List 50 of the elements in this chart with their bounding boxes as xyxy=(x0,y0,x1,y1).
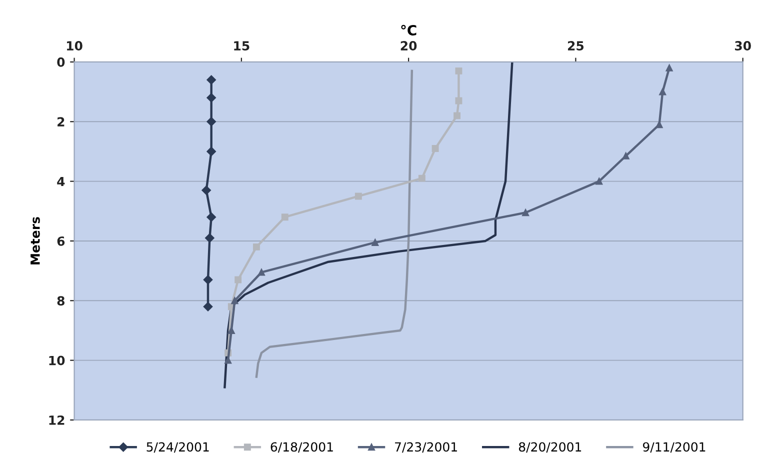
point xyxy=(206,93,216,102)
point xyxy=(596,178,603,185)
point xyxy=(206,117,216,126)
x-tick-label: 20 xyxy=(400,41,417,51)
point xyxy=(206,212,216,222)
y-tick-label: 8 xyxy=(57,296,64,306)
point xyxy=(203,275,213,284)
point xyxy=(659,88,666,96)
point xyxy=(203,302,213,312)
point xyxy=(252,243,260,250)
line-series xyxy=(255,70,414,378)
y-tick-label: 10 xyxy=(49,356,65,366)
legend-label: 8/20/2001 xyxy=(518,442,582,453)
point xyxy=(206,75,216,84)
x-axis-title: °C xyxy=(401,24,416,36)
y-tick-label: 6 xyxy=(57,236,65,246)
point xyxy=(454,112,461,120)
y-tick-label: 4 xyxy=(57,176,65,186)
y-axis-title: Meters xyxy=(30,217,40,264)
point xyxy=(455,67,462,74)
x-tick-label: 10 xyxy=(66,41,82,51)
legend-label: 9/11/2001 xyxy=(642,442,706,453)
point xyxy=(455,97,462,104)
point xyxy=(228,327,235,334)
y-tick-label: 12 xyxy=(49,415,64,425)
y-tick-label: 2 xyxy=(58,117,64,126)
point xyxy=(666,64,673,72)
point xyxy=(281,214,288,221)
legend-label: 7/23/2001 xyxy=(395,442,457,453)
point xyxy=(522,209,530,216)
point xyxy=(432,145,439,152)
x-tick-label: 25 xyxy=(568,41,584,51)
x-tick-label: 30 xyxy=(734,41,751,51)
point xyxy=(206,146,216,156)
point xyxy=(202,186,211,195)
point xyxy=(622,152,630,160)
line-series xyxy=(224,62,514,388)
point xyxy=(234,276,242,284)
point xyxy=(258,268,265,276)
point xyxy=(205,233,214,243)
point xyxy=(418,174,426,182)
y-tick-label: 0 xyxy=(57,57,65,67)
point xyxy=(231,297,238,304)
point xyxy=(656,121,663,128)
legend-label: 5/24/2001 xyxy=(146,442,209,453)
point xyxy=(354,192,362,200)
point xyxy=(372,238,379,246)
x-tick-label: 15 xyxy=(234,41,250,51)
legend-label: 6/18/2001 xyxy=(270,442,333,453)
point xyxy=(224,356,232,364)
